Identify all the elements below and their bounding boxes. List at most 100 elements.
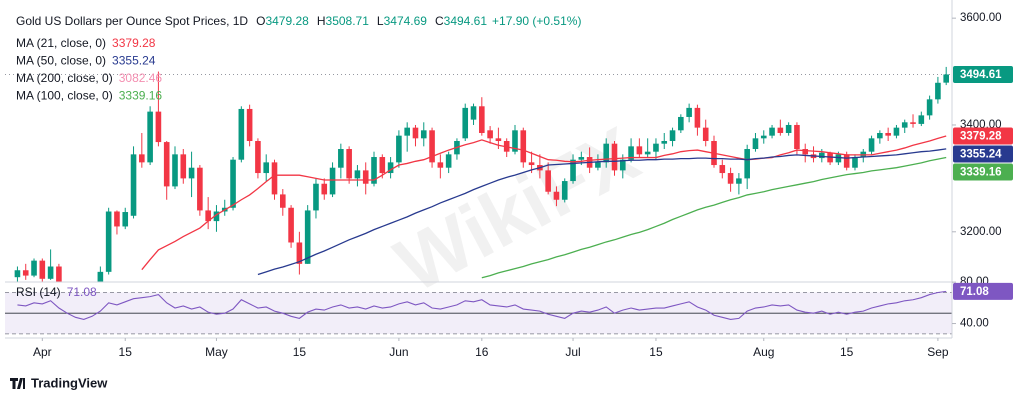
candle-body (304, 210, 311, 264)
candle-body (263, 162, 270, 174)
ma-value: 3082.46 (119, 71, 163, 85)
candle-body (379, 157, 386, 174)
candle-body (918, 115, 925, 124)
candle-body (926, 99, 933, 116)
candle-body (479, 106, 485, 133)
price-pane (5, 66, 952, 282)
candle-body (470, 106, 477, 120)
candle-body (644, 151, 651, 155)
candle-body (545, 170, 551, 192)
candle-body (760, 135, 767, 139)
rsi-line (17, 290, 947, 320)
candle-body (387, 162, 394, 174)
rsi-legend: RSI (14) 71.08 (16, 285, 97, 299)
candle-body (561, 181, 568, 200)
candle-body (553, 191, 560, 200)
candle-body (437, 162, 444, 168)
candle-body (678, 116, 684, 131)
candle-body (570, 159, 576, 182)
candle-body (520, 130, 527, 163)
candle-body (835, 154, 842, 163)
candle-body (528, 162, 535, 166)
candle-body (819, 152, 825, 159)
candle-body (843, 154, 850, 168)
candle-body (354, 170, 361, 179)
ohlc-label: L (377, 14, 384, 28)
candle-body (794, 124, 800, 150)
candle-body (238, 108, 245, 160)
rsi-tag (953, 282, 1013, 300)
candle-body (412, 127, 419, 139)
rsi-y-tick-label: 40.00 (960, 318, 989, 330)
candle-body (213, 211, 220, 222)
candle-body (628, 146, 634, 160)
footer-logo: TradingView (10, 375, 108, 390)
candle-body (197, 167, 203, 211)
candle-body (429, 130, 435, 163)
candle-body (279, 194, 286, 208)
candle-body (462, 107, 469, 139)
ohlc-value: 3508.71 (326, 14, 370, 28)
change-value: +17.90 (+0.51%) (492, 14, 581, 28)
ma-name: MA (200, close, 0) (16, 71, 113, 85)
ohlc-label: H (317, 14, 326, 28)
candle-body (362, 170, 369, 184)
candle-body (893, 127, 900, 136)
price-tag (953, 163, 1013, 181)
candle-body (230, 159, 236, 208)
legend-header: Gold US Dollars per Ounce Spot Prices, 1… (16, 14, 581, 28)
candle-body (487, 130, 493, 139)
ohlc-value: 3474.69 (384, 14, 428, 28)
candle-body (155, 111, 162, 143)
ma-name: MA (50, close, 0) (16, 54, 106, 68)
y-tick-label: 3600.00 (960, 12, 1002, 24)
candle-body (943, 74, 949, 83)
candle-body (31, 260, 37, 276)
ma-line (481, 156, 947, 279)
x-tick-label: May (205, 345, 228, 359)
candle-body (246, 108, 253, 141)
x-tick-label: Jul (565, 345, 580, 359)
candle-body (785, 124, 792, 133)
x-tick-label: 15 (649, 345, 663, 359)
ma-name: MA (100, close, 0) (16, 89, 113, 103)
ma-line (257, 148, 947, 276)
candle-body (371, 157, 377, 184)
candle-body (636, 146, 643, 155)
candle-body (877, 132, 883, 139)
candle-body (22, 270, 29, 276)
footer-text: TradingView (31, 375, 108, 390)
x-tick-label: 15 (119, 345, 133, 359)
candle-body (180, 154, 187, 179)
candle-body (329, 167, 336, 195)
candle-body (346, 149, 352, 179)
price-tag-label: 3494.61 (960, 69, 1002, 81)
candle-body (512, 130, 518, 152)
rsi-name: RSI (14) (16, 285, 61, 299)
candle-body (669, 130, 676, 141)
ma-legend: MA (200, close, 0) 3082.46 (16, 71, 162, 85)
price-tag (953, 145, 1013, 163)
candle-body (114, 211, 120, 227)
candle-body (122, 212, 129, 227)
rsi-pane (5, 290, 952, 335)
candle-body (172, 154, 178, 187)
candle-body (445, 154, 452, 168)
candle-body (702, 127, 709, 141)
ohlc-value: 3479.28 (265, 14, 309, 28)
candle-body (910, 122, 916, 124)
candle-body (901, 122, 908, 128)
candle-body (686, 107, 692, 117)
rsi-tag-label: 71.08 (960, 286, 989, 298)
rsi-value: 71.08 (67, 285, 97, 299)
candle-body (296, 242, 303, 264)
x-tick-label: Sep (927, 345, 949, 359)
candle-body (14, 270, 21, 278)
ohlc-label: O (256, 14, 265, 28)
ma-legend: MA (50, close, 0) 3355.24 (16, 54, 156, 68)
ma-name: MA (21, close, 0) (16, 36, 106, 50)
y-tick-label: 3200.00 (960, 226, 1002, 238)
candle-body (130, 154, 137, 216)
